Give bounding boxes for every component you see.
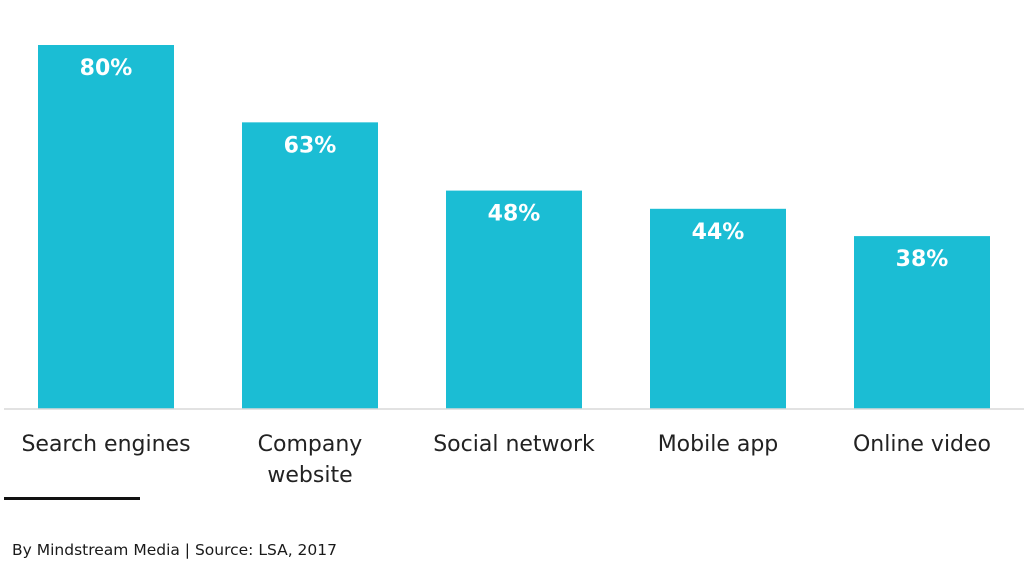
- bar-value-label: 44%: [692, 220, 745, 245]
- category-tick-label: Online video: [853, 432, 991, 457]
- value-labels-group: 80% 63% 48% 44% 38%: [80, 56, 949, 272]
- footer-rule: [4, 497, 140, 500]
- category-labels-group: Search engines Company website Social netwo…: [21, 432, 991, 488]
- bar: [650, 208, 786, 409]
- bars-group: [38, 45, 990, 409]
- category-tick-label: Company website: [258, 432, 363, 488]
- bar: [854, 236, 990, 409]
- category-tick-label: Social network: [433, 432, 595, 457]
- category-tick-label: Mobile app: [658, 432, 779, 457]
- bar: [242, 122, 378, 409]
- category-tick-label: Search engines: [21, 432, 190, 457]
- bar-value-label: 80%: [80, 56, 133, 81]
- bar-value-label: 38%: [896, 247, 949, 272]
- bar: [38, 45, 174, 409]
- source-credit: By Mindstream Media | Source: LSA, 2017: [12, 541, 338, 559]
- bar: [446, 190, 582, 409]
- bar-value-label: 48%: [488, 202, 541, 227]
- bar-value-label: 63%: [284, 133, 337, 158]
